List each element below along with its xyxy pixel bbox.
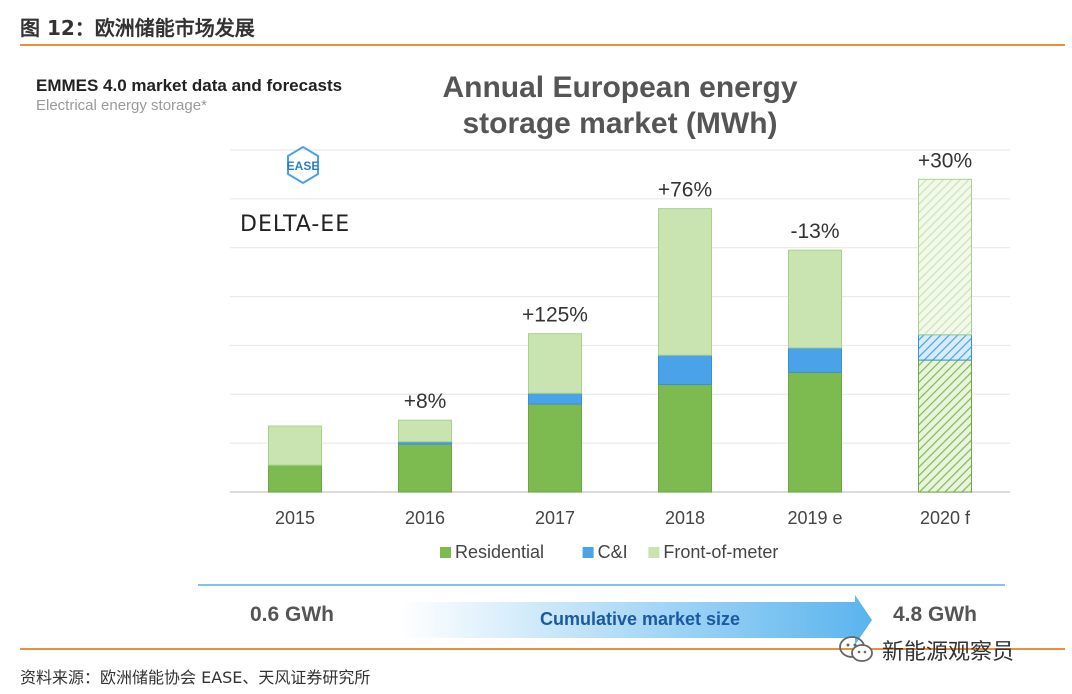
growth-label: -13% bbox=[790, 220, 839, 243]
x-tick-label: 2017 bbox=[535, 508, 575, 528]
emmes-subtitle: Electrical energy storage* bbox=[36, 97, 207, 114]
wechat-icon bbox=[839, 636, 873, 662]
x-tick-label: 2018 bbox=[665, 508, 705, 528]
cumulative-start: 0.6 GWh bbox=[250, 603, 335, 626]
cumulative-arrow bbox=[400, 595, 872, 645]
cumulative-end: 4.8 GWh bbox=[893, 603, 978, 626]
growth-label: +125% bbox=[522, 304, 588, 327]
legend-swatch bbox=[440, 547, 451, 558]
figure-label: 图 12：欧洲储能市场发展 bbox=[20, 16, 255, 40]
bar-residential-5 bbox=[918, 359, 972, 493]
x-tick-label: 2020 f bbox=[920, 508, 971, 528]
emmes-title: EMMES 4.0 market data and forecasts bbox=[36, 76, 343, 95]
bar-c-i-3 bbox=[658, 354, 712, 386]
ease-logo-text: EASE bbox=[287, 159, 320, 173]
legend-entry: C&I bbox=[598, 542, 628, 562]
footer-rule bbox=[20, 648, 1065, 650]
bar-residential-2 bbox=[528, 403, 582, 493]
chart-title: Annual European energy storage market (M… bbox=[442, 71, 798, 140]
growth-label: +76% bbox=[658, 179, 712, 202]
bar-front-of-meter-1 bbox=[398, 419, 452, 443]
bar-chart: 2015 2016 +8% 2017 +125% 2018 +76% 2019 e -13% 20… bbox=[198, 145, 1010, 645]
bar-front-of-meter-2 bbox=[528, 333, 582, 394]
legend-entry: Front-of-meter bbox=[663, 542, 778, 562]
bar-c-i-4 bbox=[788, 347, 842, 373]
source-note: 资料来源：欧洲储能协会 EASE、天风证券研究所 bbox=[20, 668, 371, 687]
bar-residential-1 bbox=[398, 443, 452, 493]
cumulative-label: Cumulative market size bbox=[539, 609, 741, 629]
figure-header: 图 12：欧洲储能市场发展 bbox=[0, 0, 1072, 46]
bar-residential-3 bbox=[658, 384, 712, 493]
bar-front-of-meter-3 bbox=[658, 208, 712, 356]
ease-logo: EASE bbox=[287, 145, 320, 185]
delta-ee-logo: DELTA-EE bbox=[240, 212, 351, 237]
legend-entry: Residential bbox=[455, 542, 544, 562]
x-tick-label: 2016 bbox=[405, 508, 445, 528]
x-tick-label: 2019 e bbox=[787, 508, 842, 528]
bar-residential-4 bbox=[788, 371, 842, 493]
x-tick-label: 2015 bbox=[275, 508, 315, 528]
bar-c-i-2 bbox=[528, 392, 582, 405]
legend-swatch bbox=[648, 547, 660, 558]
bar-front-of-meter-0 bbox=[268, 425, 322, 466]
growth-label: +30% bbox=[918, 149, 972, 172]
growth-label: +8% bbox=[404, 390, 447, 413]
bar-front-of-meter-4 bbox=[788, 249, 842, 349]
bar-residential-0 bbox=[268, 464, 322, 493]
chart-panel: 2015 2016 +8% 2017 +125% 2018 +76% 2019 e -13% 20… bbox=[20, 50, 1065, 645]
legend-swatch bbox=[582, 547, 594, 558]
figure-footer: 资料来源：欧洲储能协会 EASE、天风证券研究所 bbox=[0, 648, 1072, 694]
bar-front-of-meter-5 bbox=[918, 178, 972, 336]
watermark: 新能源观察员 bbox=[838, 632, 1014, 668]
header-rule bbox=[20, 44, 1065, 46]
watermark-text: 新能源观察员 bbox=[882, 640, 1015, 665]
bar-c-i-5 bbox=[918, 334, 972, 361]
